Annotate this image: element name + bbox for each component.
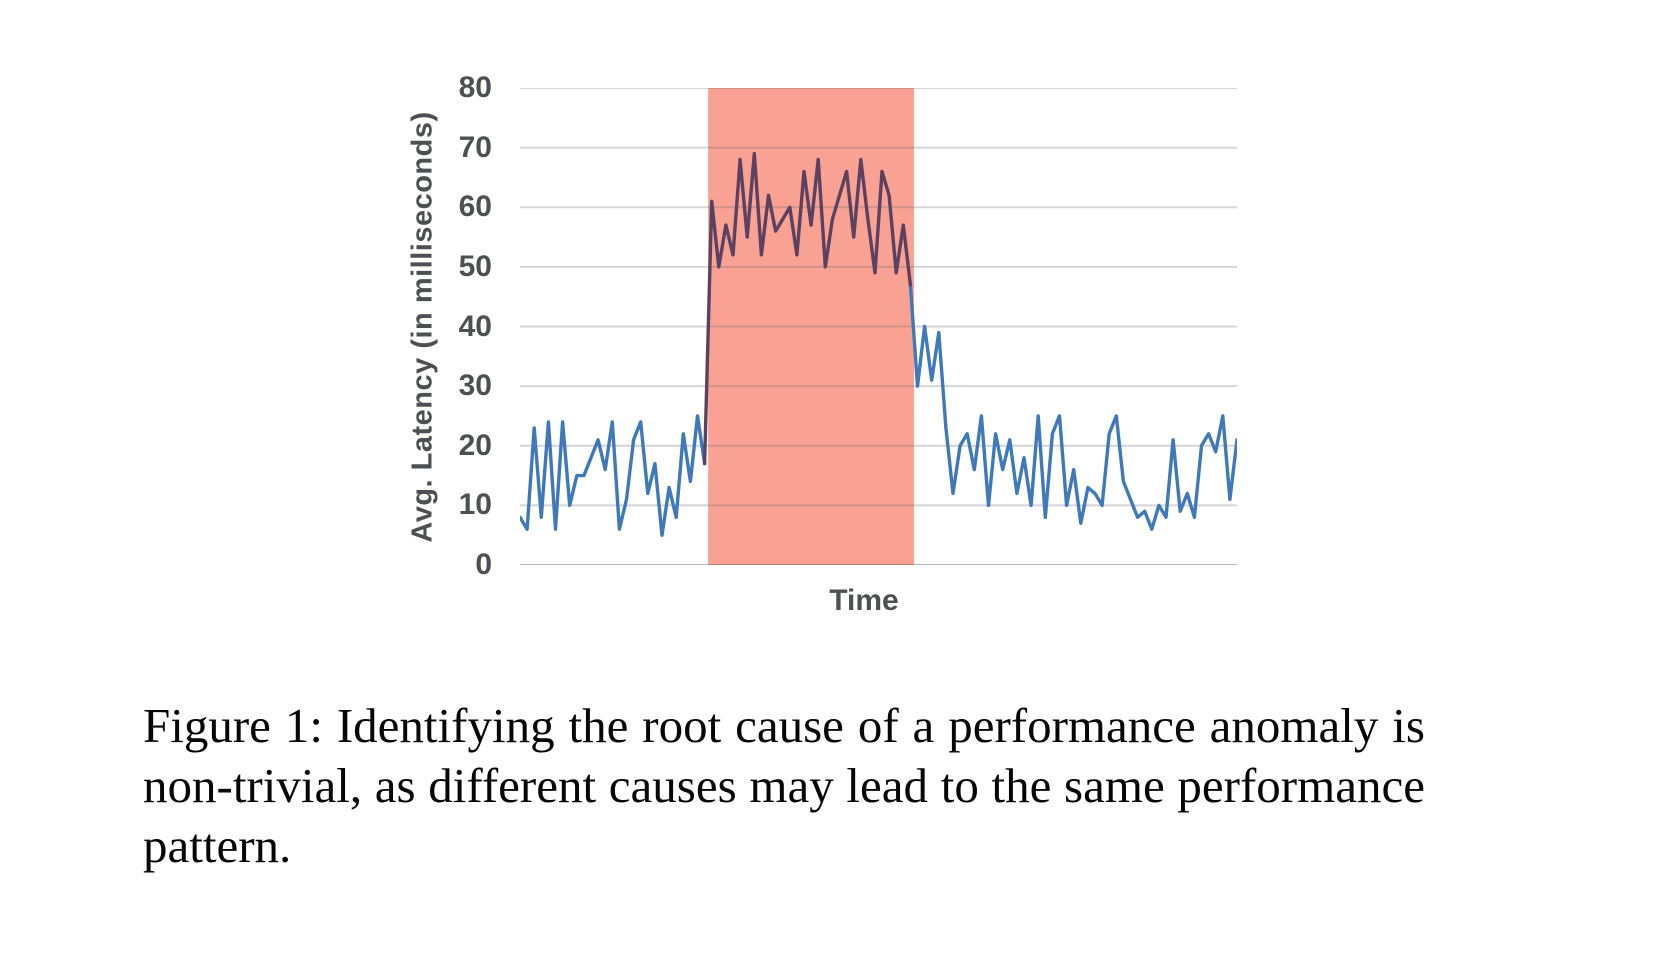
y-tick-label: 0 xyxy=(475,548,492,581)
y-tick-label: 10 xyxy=(458,488,492,522)
latency-line-normal-right xyxy=(908,283,1237,531)
latency-line-anomaly xyxy=(702,151,913,466)
plot-area xyxy=(520,88,1237,565)
y-tick-label: 30 xyxy=(458,369,492,403)
figure-caption: Figure 1: Identifying the root cause of … xyxy=(143,696,1425,876)
y-tick-label: 20 xyxy=(458,428,492,462)
y-tick-label: 80 xyxy=(458,71,492,104)
caption-line-1: Figure 1: Identifying the root cause of … xyxy=(143,698,1425,753)
y-tick-label: 60 xyxy=(458,190,492,224)
caption-line-2: non-trivial, as different causes may lea… xyxy=(143,758,1425,813)
y-tick-label: 40 xyxy=(458,309,492,343)
y-tick-label: 50 xyxy=(458,249,492,283)
latency-line-normal-left xyxy=(520,414,707,537)
y-tick-label: 70 xyxy=(458,130,492,164)
x-axis-title: Time xyxy=(829,584,899,617)
caption-line-3: pattern. xyxy=(143,818,292,873)
